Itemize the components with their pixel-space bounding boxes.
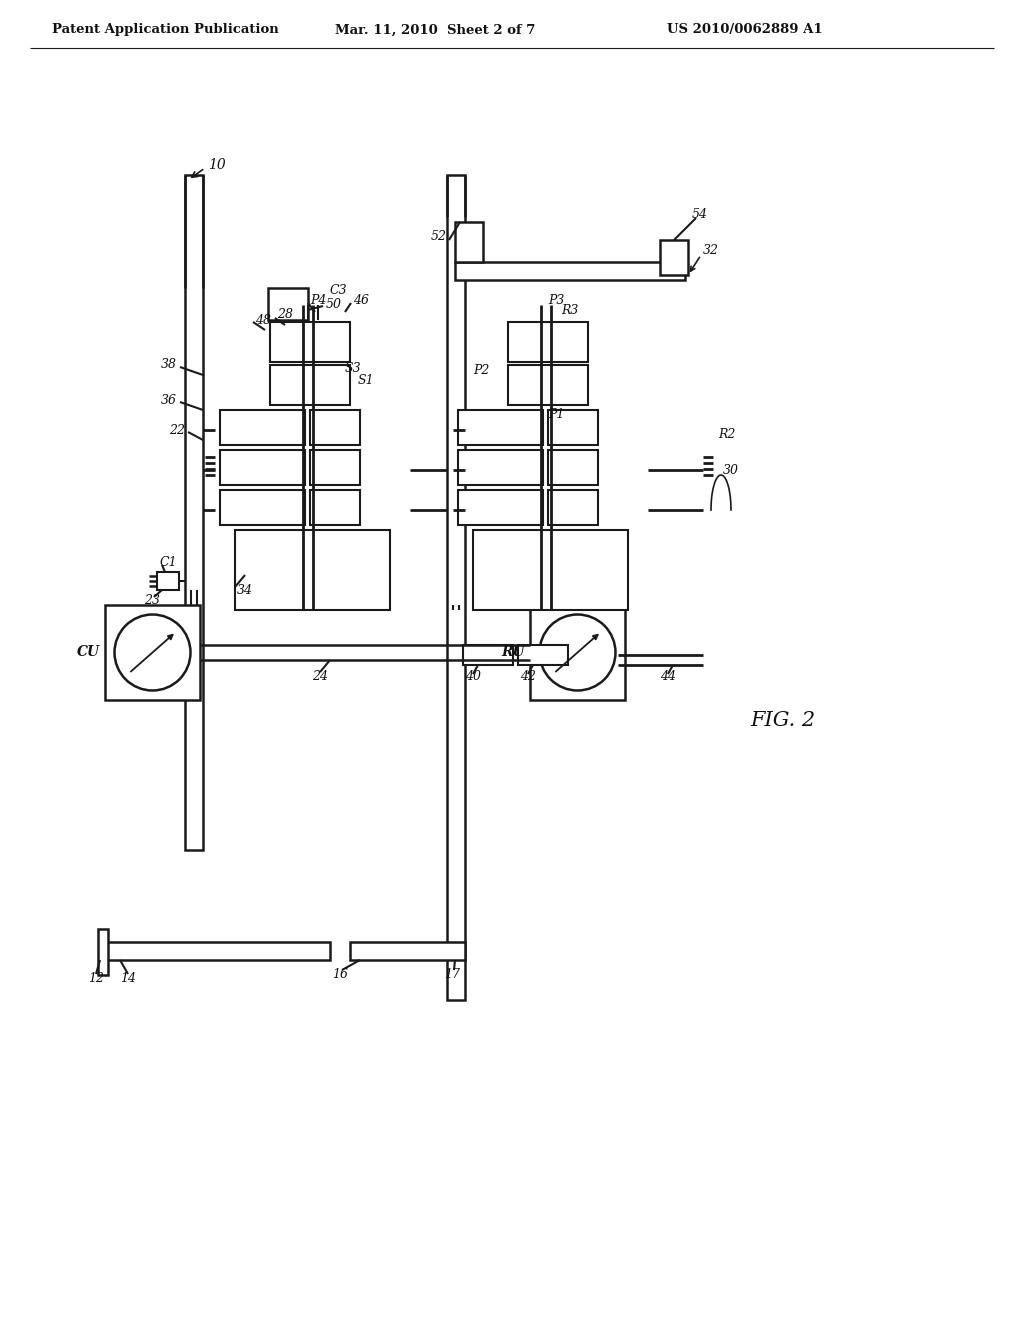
Bar <box>458 450 543 484</box>
Text: 34: 34 <box>237 583 253 597</box>
Text: Patent Application Publication: Patent Application Publication <box>51 24 279 37</box>
Bar <box>455 222 483 261</box>
Bar <box>270 366 350 405</box>
Text: 10: 10 <box>208 158 225 172</box>
Text: P4: P4 <box>310 293 327 306</box>
Text: P1: P1 <box>548 408 564 421</box>
Bar <box>530 605 625 700</box>
Text: 22: 22 <box>169 424 185 437</box>
Bar <box>548 411 598 445</box>
Bar <box>220 490 305 525</box>
Text: 44: 44 <box>660 671 676 684</box>
Bar <box>463 645 513 665</box>
Text: P3: P3 <box>548 293 564 306</box>
Bar <box>310 411 360 445</box>
Text: 32: 32 <box>703 243 719 256</box>
Bar <box>98 929 108 975</box>
Bar <box>220 450 305 484</box>
Text: 23: 23 <box>144 594 160 606</box>
Bar <box>548 450 598 484</box>
Text: 40: 40 <box>465 671 481 684</box>
Bar <box>270 322 350 362</box>
Text: US 2010/0062889 A1: US 2010/0062889 A1 <box>668 24 823 37</box>
Text: C3: C3 <box>330 284 347 297</box>
Text: RU: RU <box>502 645 525 660</box>
Text: 46: 46 <box>353 293 369 306</box>
Text: 12: 12 <box>88 972 104 985</box>
Text: FIG. 2: FIG. 2 <box>750 710 815 730</box>
Bar <box>458 490 543 525</box>
Bar <box>105 605 200 700</box>
Bar <box>508 366 588 405</box>
Text: 50: 50 <box>326 297 342 310</box>
Text: C1: C1 <box>159 556 177 569</box>
Text: 38: 38 <box>161 359 177 371</box>
Text: P2: P2 <box>473 363 489 376</box>
Text: 14: 14 <box>120 972 136 985</box>
Bar <box>268 288 308 319</box>
Bar <box>455 261 685 280</box>
Bar <box>508 322 588 362</box>
Text: Mar. 11, 2010  Sheet 2 of 7: Mar. 11, 2010 Sheet 2 of 7 <box>335 24 536 37</box>
Text: 42: 42 <box>520 671 536 684</box>
Bar <box>548 490 598 525</box>
Bar <box>458 411 543 445</box>
Text: R2: R2 <box>718 429 735 441</box>
Bar <box>473 531 628 610</box>
Text: 52: 52 <box>431 231 447 243</box>
Bar <box>157 572 179 590</box>
Bar <box>660 240 688 275</box>
Text: 30: 30 <box>723 463 739 477</box>
Bar <box>350 942 465 960</box>
Bar <box>310 450 360 484</box>
Text: S1: S1 <box>358 374 375 387</box>
Text: 16: 16 <box>332 968 348 981</box>
Text: 54: 54 <box>692 209 708 222</box>
Bar <box>105 942 330 960</box>
Bar <box>234 531 390 610</box>
Text: 36: 36 <box>161 393 177 407</box>
Bar <box>220 411 305 445</box>
Text: 24: 24 <box>312 669 328 682</box>
Text: R3: R3 <box>561 304 579 317</box>
Bar <box>310 490 360 525</box>
Text: 28: 28 <box>278 309 293 322</box>
Text: 17: 17 <box>444 968 460 981</box>
Text: CU: CU <box>77 645 100 660</box>
Bar <box>447 176 465 1001</box>
Text: S3: S3 <box>345 362 361 375</box>
Text: 48: 48 <box>255 314 271 326</box>
Bar <box>185 176 203 850</box>
Bar <box>518 645 568 665</box>
